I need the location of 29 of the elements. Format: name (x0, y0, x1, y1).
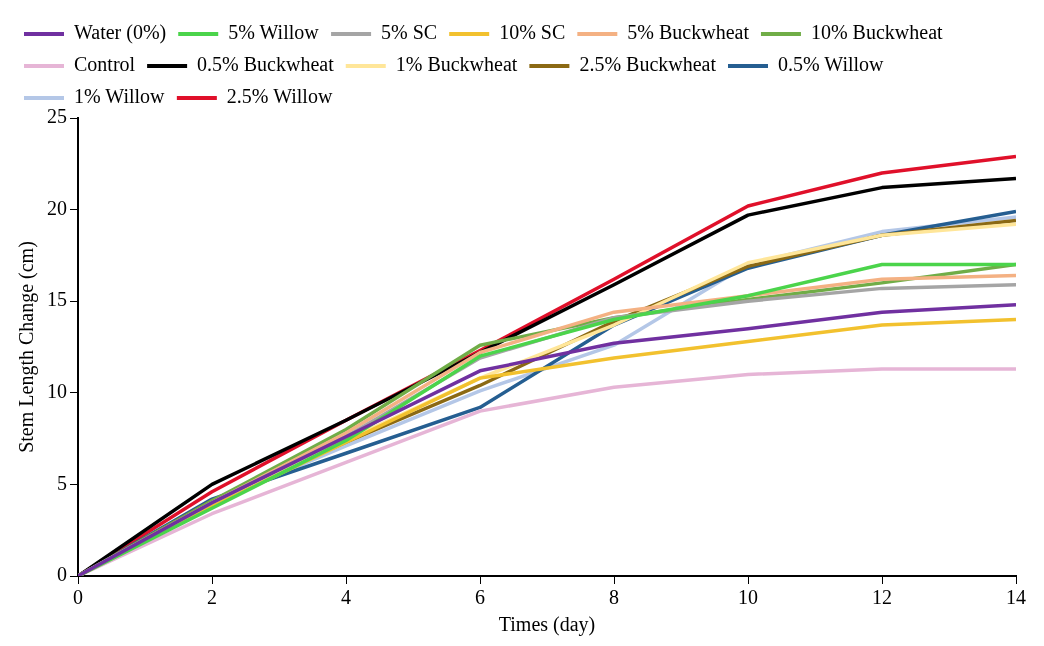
x-tick-label: 0 (73, 586, 83, 609)
x-tick-label: 12 (872, 586, 892, 609)
legend-label: 5% SC (381, 21, 438, 44)
x-tick-label: 6 (475, 586, 485, 609)
x-tick-label: 10 (738, 586, 758, 609)
y-tick-label: 5 (57, 471, 67, 494)
y-tick-label: 25 (47, 105, 67, 128)
legend-label: 10% SC (499, 21, 566, 44)
legend-label: 0.5% Willow (778, 53, 885, 76)
legend-label: 10% Buckwheat (810, 21, 944, 44)
y-tick-label: 10 (47, 380, 67, 403)
x-tick-label: 2 (207, 586, 217, 609)
y-tick-label: 15 (47, 288, 67, 311)
x-tick-label: 14 (1006, 586, 1026, 609)
legend-label: Water (0%) (74, 21, 167, 45)
legend-label: 1% Buckwheat (395, 53, 518, 76)
y-tick-label: 20 (47, 196, 67, 219)
x-tick-label: 4 (341, 586, 351, 609)
y-axis-title: Stem Length Change (cm) (15, 241, 39, 453)
x-tick-label: 8 (609, 586, 619, 609)
legend-label: 5% Buckwheat (627, 21, 750, 44)
x-axis-title: Times (day) (498, 613, 596, 637)
y-tick-label: 0 (57, 563, 67, 586)
legend-label: 1% Willow (74, 85, 166, 108)
legend-label: 0.5% Buckwheat (197, 53, 335, 76)
legend-label: 2.5% Willow (226, 85, 333, 108)
legend-label: 5% Willow (228, 21, 320, 44)
legend-label: 2.5% Buckwheat (579, 53, 717, 76)
legend-label: Control (74, 53, 136, 76)
